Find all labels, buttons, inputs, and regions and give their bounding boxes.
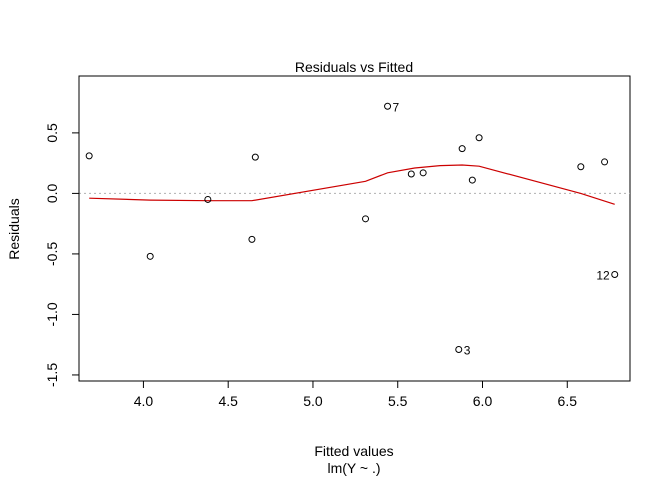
data-point	[455, 346, 463, 354]
data-point	[362, 215, 370, 223]
data-point	[611, 270, 619, 278]
point-label: 3	[464, 344, 471, 358]
x-tick-label: 4.0	[134, 393, 154, 409]
data-point	[248, 235, 256, 243]
data-points	[85, 102, 619, 354]
x-tick-label: 4.5	[218, 393, 238, 409]
data-point	[458, 145, 466, 153]
plot-frame	[78, 75, 631, 382]
y-tick-label: -1.0	[44, 302, 60, 326]
x-axis: 4.0 4.5 5.0 5.5 6.0 6.5	[134, 380, 578, 409]
point-labels: 7 3 12	[393, 100, 610, 357]
data-point	[251, 153, 259, 161]
data-point	[407, 170, 415, 178]
smoother-line	[89, 164, 615, 205]
data-point	[468, 176, 476, 184]
data-point	[85, 152, 93, 160]
y-tick-label: -1.5	[44, 363, 60, 387]
x-tick-label: 6.5	[558, 393, 578, 409]
data-point	[419, 169, 427, 177]
data-point	[204, 195, 212, 203]
y-axis: -1.5 -1.0 -0.5 0.0 0.5	[44, 123, 80, 387]
data-point	[475, 134, 483, 142]
x-tick-label: 5.0	[303, 393, 323, 409]
x-axis-label: Fitted values	[314, 443, 393, 459]
data-point	[601, 158, 609, 166]
y-tick-label: -0.5	[44, 242, 60, 266]
y-tick-label: 0.5	[44, 123, 60, 143]
y-tick-label: 0.0	[44, 183, 60, 203]
x-axis-sublabel: lm(Y ~ .)	[327, 460, 380, 476]
data-point	[384, 102, 392, 110]
x-tick-label: 6.0	[473, 393, 493, 409]
point-label: 7	[393, 100, 400, 114]
x-tick-label: 5.5	[388, 393, 408, 409]
y-axis-label: Residuals	[6, 198, 22, 259]
data-point	[577, 163, 585, 171]
chart-title: Residuals vs Fitted	[295, 59, 413, 75]
data-point	[146, 252, 154, 260]
point-label: 12	[596, 268, 610, 282]
